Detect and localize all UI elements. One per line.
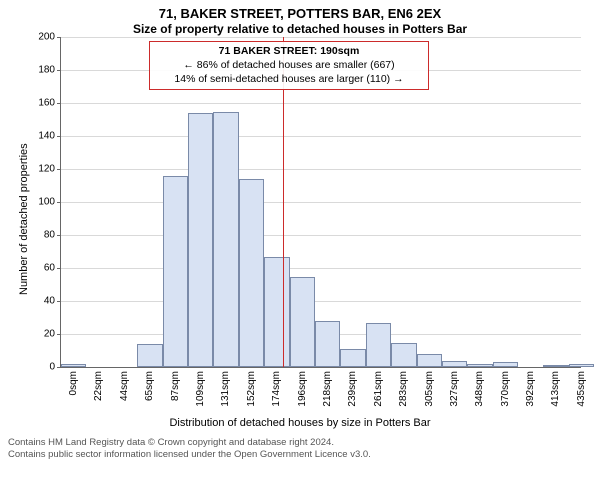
plot-wrap: 0204060801001201401601802000sqm22sqm44sq… [0,37,600,369]
gridline [61,202,581,203]
xtick-label: 174sqm [267,367,282,407]
chart-title-block: 71, BAKER STREET, POTTERS BAR, EN6 2EX S… [0,0,600,37]
xtick-label: 0sqm [64,367,79,395]
histogram-bar [188,113,213,367]
gridline [61,136,581,137]
xtick-label: 392sqm [521,367,536,407]
xtick-label: 239sqm [343,367,358,407]
histogram-bar [290,277,315,368]
histogram-bar [213,112,238,368]
gridline [61,301,581,302]
callout-line-3: 14% of semi-detached houses are larger (… [156,73,422,87]
title-line-1: 71, BAKER STREET, POTTERS BAR, EN6 2EX [0,6,600,22]
histogram-bar [315,321,340,367]
attribution-line-1: Contains HM Land Registry data © Crown c… [8,437,600,449]
callout-line-2: ← 86% of detached houses are smaller (66… [156,59,422,73]
gridline [61,268,581,269]
histogram-bar [366,323,391,368]
ytick-label: 40 [44,296,61,307]
histogram-bar [417,354,442,367]
histogram-bar [137,344,162,367]
ytick-label: 20 [44,329,61,340]
xtick-label: 109sqm [191,367,206,407]
xtick-label: 87sqm [166,367,181,401]
xtick-label: 152sqm [242,367,257,407]
histogram-bar [340,349,365,367]
xtick-label: 305sqm [420,367,435,407]
gridline [61,103,581,104]
x-axis-label: Distribution of detached houses by size … [0,417,600,429]
histogram-bar [391,343,416,368]
ytick-label: 120 [38,164,61,175]
title-line-2: Size of property relative to detached ho… [0,22,600,37]
ytick-label: 80 [44,230,61,241]
xtick-label: 44sqm [115,367,130,401]
ytick-label: 100 [38,197,61,208]
histogram-bar [239,179,264,367]
xtick-label: 22sqm [89,367,104,401]
y-axis-label: Number of detached properties [18,143,30,295]
ytick-label: 140 [38,131,61,142]
plot-area: 0204060801001201401601802000sqm22sqm44sq… [60,37,581,368]
xtick-label: 348sqm [470,367,485,407]
xtick-label: 327sqm [445,367,460,407]
gridline [61,169,581,170]
xtick-label: 370sqm [496,367,511,407]
property-callout: 71 BAKER STREET: 190sqm← 86% of detached… [149,41,429,90]
gridline [61,37,581,38]
attribution-block: Contains HM Land Registry data © Crown c… [0,437,600,461]
xtick-label: 131sqm [216,367,231,407]
xtick-label: 196sqm [293,367,308,407]
ytick-label: 60 [44,263,61,274]
histogram-bar [163,176,188,367]
histogram-bar [264,257,289,368]
xtick-label: 435sqm [572,367,587,407]
xtick-label: 65sqm [140,367,155,401]
gridline [61,235,581,236]
attribution-line-2: Contains public sector information licen… [8,449,600,461]
xtick-label: 218sqm [318,367,333,407]
ytick-label: 0 [49,362,61,373]
xtick-label: 283sqm [394,367,409,407]
xtick-label: 413sqm [546,367,561,407]
ytick-label: 160 [38,98,61,109]
xtick-label: 261sqm [369,367,384,407]
ytick-label: 180 [38,65,61,76]
callout-line-1: 71 BAKER STREET: 190sqm [156,45,422,59]
ytick-label: 200 [38,32,61,43]
